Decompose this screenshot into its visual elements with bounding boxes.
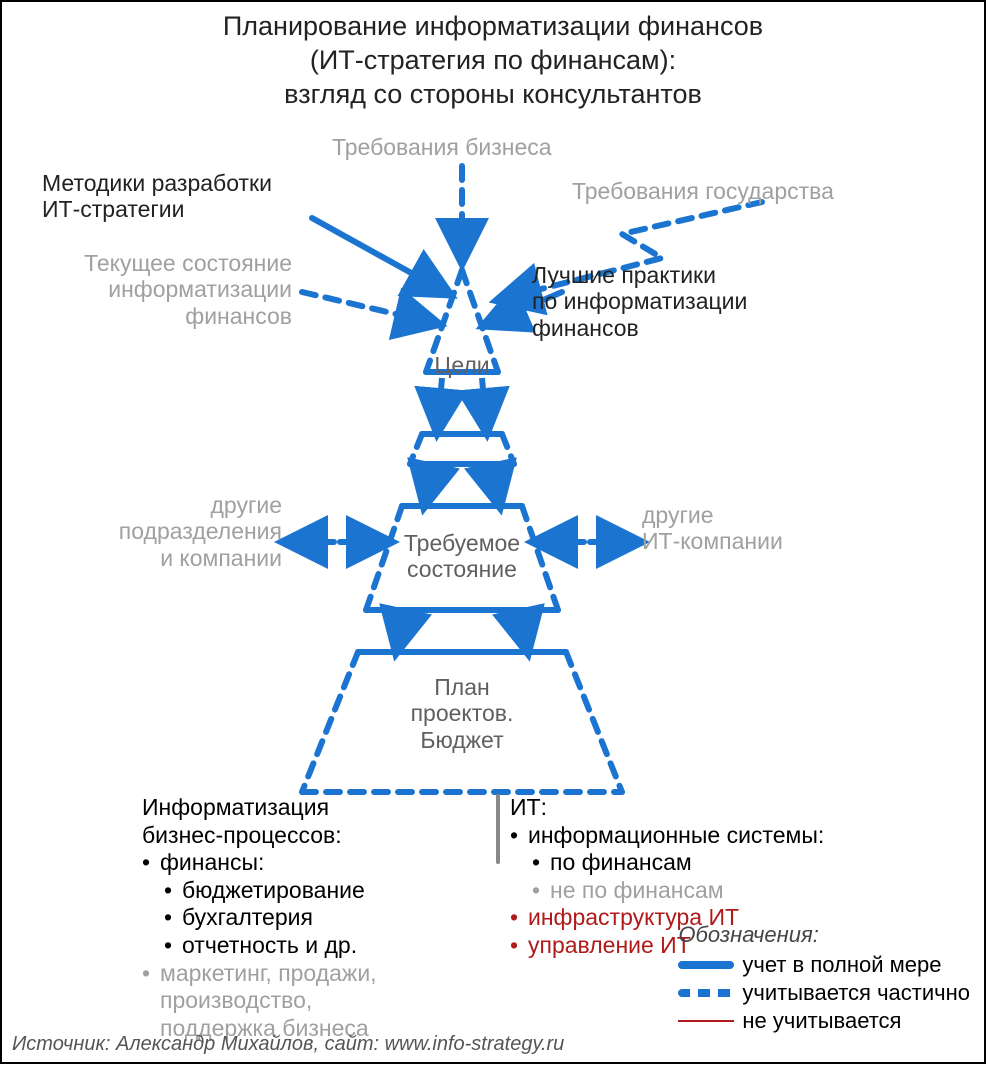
label-side-right: другие ИТ-компании: [642, 502, 783, 555]
legend-dashed-text: учитывается частично: [742, 980, 970, 1006]
legend-row-red: не учитывается: [678, 1008, 970, 1034]
label-current-state: Текущее состояние информатизации финансо…: [42, 250, 292, 329]
bottom-left-header: Информатизация бизнес-процессов:: [142, 794, 492, 849]
legend: Обозначения: учет в полной мере учитывае…: [678, 922, 970, 1034]
label-gov-req: Требования государства: [572, 178, 834, 204]
label-methods: Методики разработки ИТ-стратегии: [42, 170, 272, 223]
bl-fin-item-2: отчетность и др.: [164, 932, 492, 960]
bl-fin-item-0: бюджетирование: [164, 877, 492, 905]
title-line-3: взгляд со стороны консультантов: [284, 79, 702, 109]
source-text: Источник: Александр Михайлов, сайт: www.…: [12, 1033, 564, 1056]
column-divider: [496, 794, 500, 864]
arrow-current-state: [302, 292, 430, 322]
label-required: Требуемое состояние: [382, 530, 542, 583]
arrow-methods: [312, 218, 442, 290]
label-goals: Цели: [412, 352, 512, 378]
legend-title: Обозначения:: [678, 922, 970, 948]
swatch-dash-icon: [678, 989, 734, 997]
pyramid-tier-2: [410, 434, 514, 464]
br-is-nonfin: не по финансам: [532, 877, 824, 905]
swatch-red-icon: [678, 1020, 734, 1022]
bottom-right-header: ИТ:: [510, 794, 824, 822]
title-line-1: Планирование информатизации финансов: [223, 11, 763, 41]
legend-row-solid: учет в полной мере: [678, 952, 970, 978]
title-line-2: (ИТ-стратегия по финансам):: [310, 45, 676, 75]
br-is: информационные системы:: [510, 822, 824, 850]
label-side-left: другие подразделения и компании: [82, 492, 282, 571]
legend-row-dashed: учитывается частично: [678, 980, 970, 1006]
swatch-solid-icon: [678, 961, 734, 969]
inter-tier-arrows: [398, 378, 526, 644]
br-is-fin: по финансам: [532, 849, 824, 877]
bottom-left-column: Информатизация бизнес-процессов: финансы…: [142, 794, 492, 1042]
bl-fin: финансы:: [142, 849, 492, 877]
label-best-practices: Лучшие практики по информатизации финанс…: [532, 262, 747, 341]
bl-other: маркетинг, продажи, производство, поддер…: [142, 960, 492, 1043]
bl-fin-item-1: бухгалтерия: [164, 904, 492, 932]
legend-red-text: не учитывается: [742, 1008, 901, 1034]
label-plan: План проектов. Бюджет: [382, 674, 542, 753]
legend-solid-text: учет в полной мере: [742, 952, 941, 978]
label-business-req: Требования бизнеса: [332, 134, 552, 160]
page-title: Планирование информатизации финансов (ИТ…: [2, 10, 984, 111]
